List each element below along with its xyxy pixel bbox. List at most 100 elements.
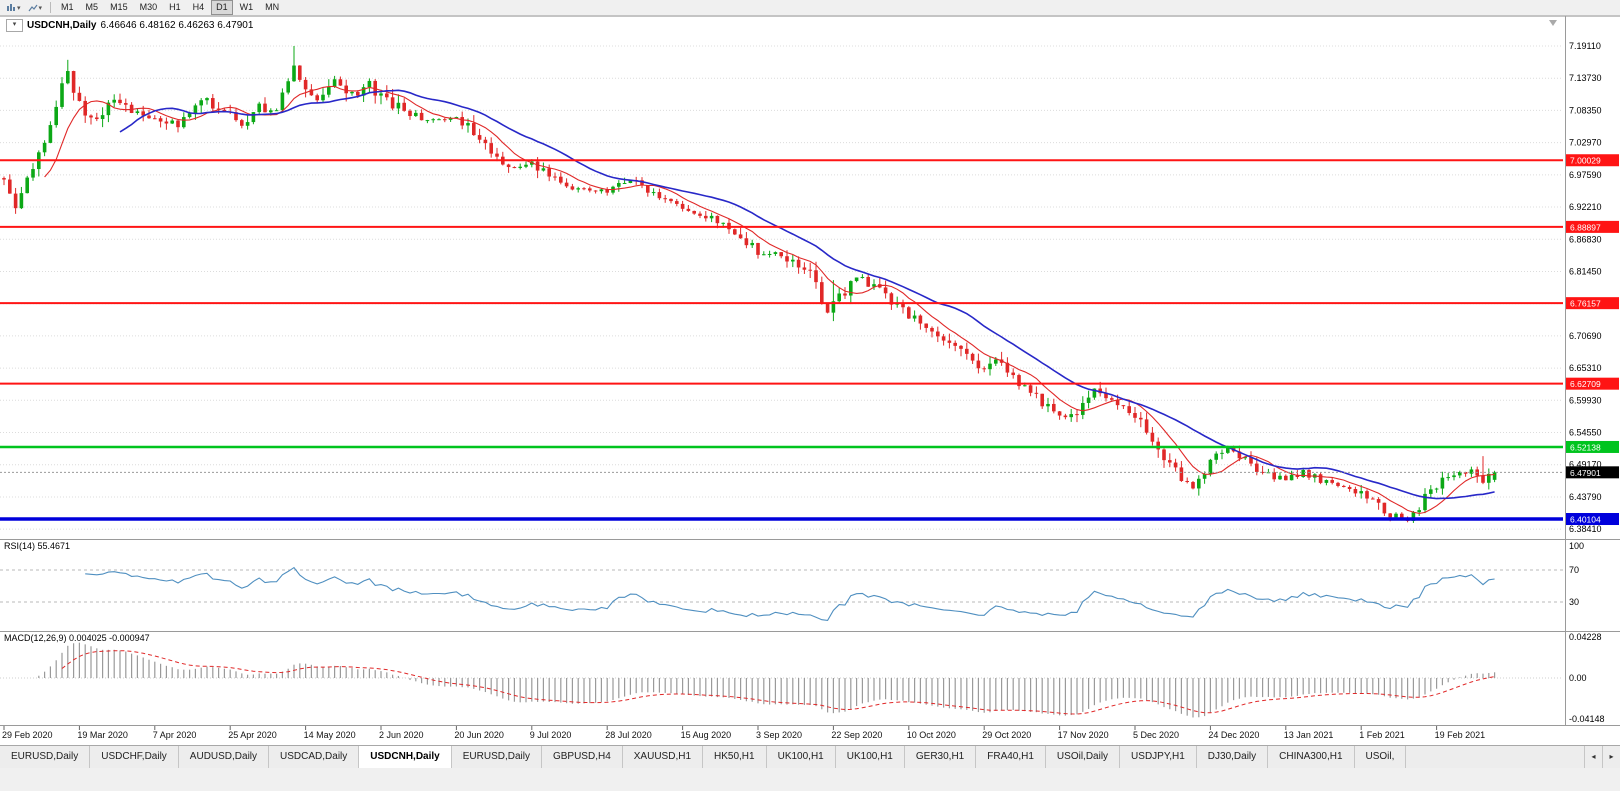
- candle-body: [541, 168, 546, 171]
- candle-body: [640, 180, 644, 186]
- chart-type-button[interactable]: ▾: [3, 1, 24, 14]
- candle-body: [1458, 472, 1462, 476]
- candle-body: [1342, 485, 1346, 487]
- candle-body: [274, 110, 279, 112]
- candle-body: [1057, 411, 1062, 416]
- chart-tab-USDCHF-Daily[interactable]: USDCHF,Daily: [90, 746, 179, 768]
- chart-tab-UK100-H1[interactable]: UK100,H1: [766, 746, 836, 768]
- candle-body: [1487, 473, 1491, 483]
- candle-body: [1040, 393, 1044, 407]
- chart-tab-UK100-H1[interactable]: UK100,H1: [835, 746, 905, 768]
- candle-body: [675, 201, 679, 204]
- candle-body: [802, 267, 807, 270]
- candle-body: [1394, 513, 1398, 518]
- price-axis-label: 6.97590: [1569, 170, 1602, 180]
- date-axis-label: 7 Apr 2020: [153, 730, 197, 740]
- candle-body: [1411, 512, 1416, 521]
- chart-tab-USDCAD-Daily[interactable]: USDCAD,Daily: [269, 746, 360, 768]
- macd-signal-line: [61, 650, 1495, 715]
- chart-tab-USOil-Daily[interactable]: USOil,Daily: [1045, 746, 1121, 768]
- candle-body: [379, 93, 383, 96]
- timeframe-button-M5[interactable]: M5: [85, 2, 99, 12]
- date-axis-label: 1 Feb 2021: [1359, 730, 1405, 740]
- chart-tab-EURUSD-Daily[interactable]: EURUSD,Daily: [451, 746, 542, 768]
- svg-text:6.52138: 6.52138: [1570, 442, 1601, 452]
- candle-body: [245, 122, 250, 126]
- candle-body: [1005, 362, 1010, 373]
- candle-body: [1156, 441, 1160, 450]
- candle-body: [477, 135, 482, 140]
- candle-body: [988, 363, 992, 370]
- candle-body: [1330, 480, 1334, 483]
- tabbar-scroll-right-button[interactable]: ▸: [1602, 746, 1620, 768]
- candle-body: [1278, 475, 1282, 480]
- date-axis-label: 14 May 2020: [304, 730, 356, 740]
- candle-body: [454, 117, 459, 119]
- date-axis-label: 10 Oct 2020: [907, 730, 956, 740]
- zoom-dropdown-button[interactable]: ▾: [25, 1, 46, 14]
- moving-average-line: [44, 85, 1495, 515]
- candle-body: [721, 222, 725, 224]
- timeframe-button-M15[interactable]: M15: [110, 2, 128, 12]
- chart-collapse-button[interactable]: ▾: [6, 19, 23, 32]
- chart-tab-DJ30-Daily[interactable]: DJ30,Daily: [1196, 746, 1269, 768]
- chart-tab-EURUSD-Daily[interactable]: EURUSD,Daily: [0, 746, 91, 768]
- price-axis-label: 6.43790: [1569, 492, 1602, 502]
- timeframe-button-M30[interactable]: M30: [139, 2, 158, 12]
- candle-body: [1063, 415, 1068, 418]
- chart-tab-GBPUSD-H4[interactable]: GBPUSD,H4: [541, 746, 623, 768]
- chart-tab-GER30-H1[interactable]: GER30,H1: [904, 746, 977, 768]
- candle-body: [164, 121, 169, 124]
- candle-body: [303, 79, 308, 90]
- candle-body: [1400, 513, 1404, 518]
- candle-body: [762, 254, 766, 256]
- timeframe-button-M1[interactable]: M1: [61, 2, 74, 12]
- price-level-badge: [1566, 440, 1619, 453]
- candle-body: [512, 167, 517, 169]
- candle-body: [292, 65, 296, 82]
- timeframe-button-W1[interactable]: W1: [239, 2, 254, 12]
- chart-tab-AUDUSD-Daily[interactable]: AUDUSD,Daily: [178, 746, 270, 768]
- candle-body: [286, 81, 290, 93]
- candle-body: [593, 190, 598, 192]
- candle-body: [1371, 498, 1375, 500]
- chart-tab-HK50-H1[interactable]: HK50,H1: [703, 746, 767, 768]
- timeframe-button-D1[interactable]: D1: [211, 0, 233, 15]
- candle-body: [698, 213, 702, 216]
- candle-body: [1086, 397, 1091, 403]
- timeframe-button-H4[interactable]: H4: [192, 2, 205, 12]
- candle-body: [1353, 489, 1358, 494]
- candle-body: [947, 340, 952, 343]
- candle-body: [466, 123, 470, 126]
- rsi-name: RSI(14): [4, 541, 36, 551]
- macd-current-values: 0.004025 -0.000947: [69, 633, 150, 643]
- candle-body: [622, 182, 627, 184]
- candle-body: [472, 123, 476, 136]
- candle-body: [849, 281, 853, 296]
- timeframe-button-MN[interactable]: MN: [265, 2, 280, 12]
- svg-text:6.88897: 6.88897: [1570, 222, 1601, 232]
- candle-body: [930, 327, 934, 332]
- candle-body: [437, 119, 441, 121]
- candle-body: [912, 315, 917, 319]
- tabbar-scroll-left-button[interactable]: ◂: [1584, 746, 1602, 768]
- candle-body: [518, 166, 522, 168]
- chart-tab-CHINA300-H1[interactable]: CHINA300,H1: [1268, 746, 1355, 768]
- timeframe-button-H1[interactable]: H1: [169, 2, 181, 12]
- candle-body: [837, 293, 841, 302]
- chart-tab-FRA40-H1[interactable]: FRA40,H1: [976, 746, 1046, 768]
- candle-body: [959, 345, 963, 349]
- candle-body: [733, 229, 737, 235]
- macd-name: MACD(12,26,9): [4, 633, 67, 643]
- candle-body: [651, 192, 656, 194]
- date-axis-label: 5 Dec 2020: [1133, 730, 1179, 740]
- candle-body: [448, 118, 453, 120]
- candle-body: [234, 112, 238, 121]
- candle-body: [1220, 452, 1224, 454]
- chart-tab-USDJPY-H1[interactable]: USDJPY,H1: [1120, 746, 1197, 768]
- chart-canvas[interactable]: 7.19110 7.13730 7.08350 7.02970 6.97590 6.922…: [0, 0, 1620, 745]
- candle-body: [663, 198, 667, 200]
- chart-tab-XAUUSD-H1[interactable]: XAUUSD,H1: [622, 746, 704, 768]
- chart-tab-USDCNH-Daily[interactable]: USDCNH,Daily: [359, 746, 452, 768]
- chart-tab-USOil[interactable]: USOil,: [1354, 746, 1407, 768]
